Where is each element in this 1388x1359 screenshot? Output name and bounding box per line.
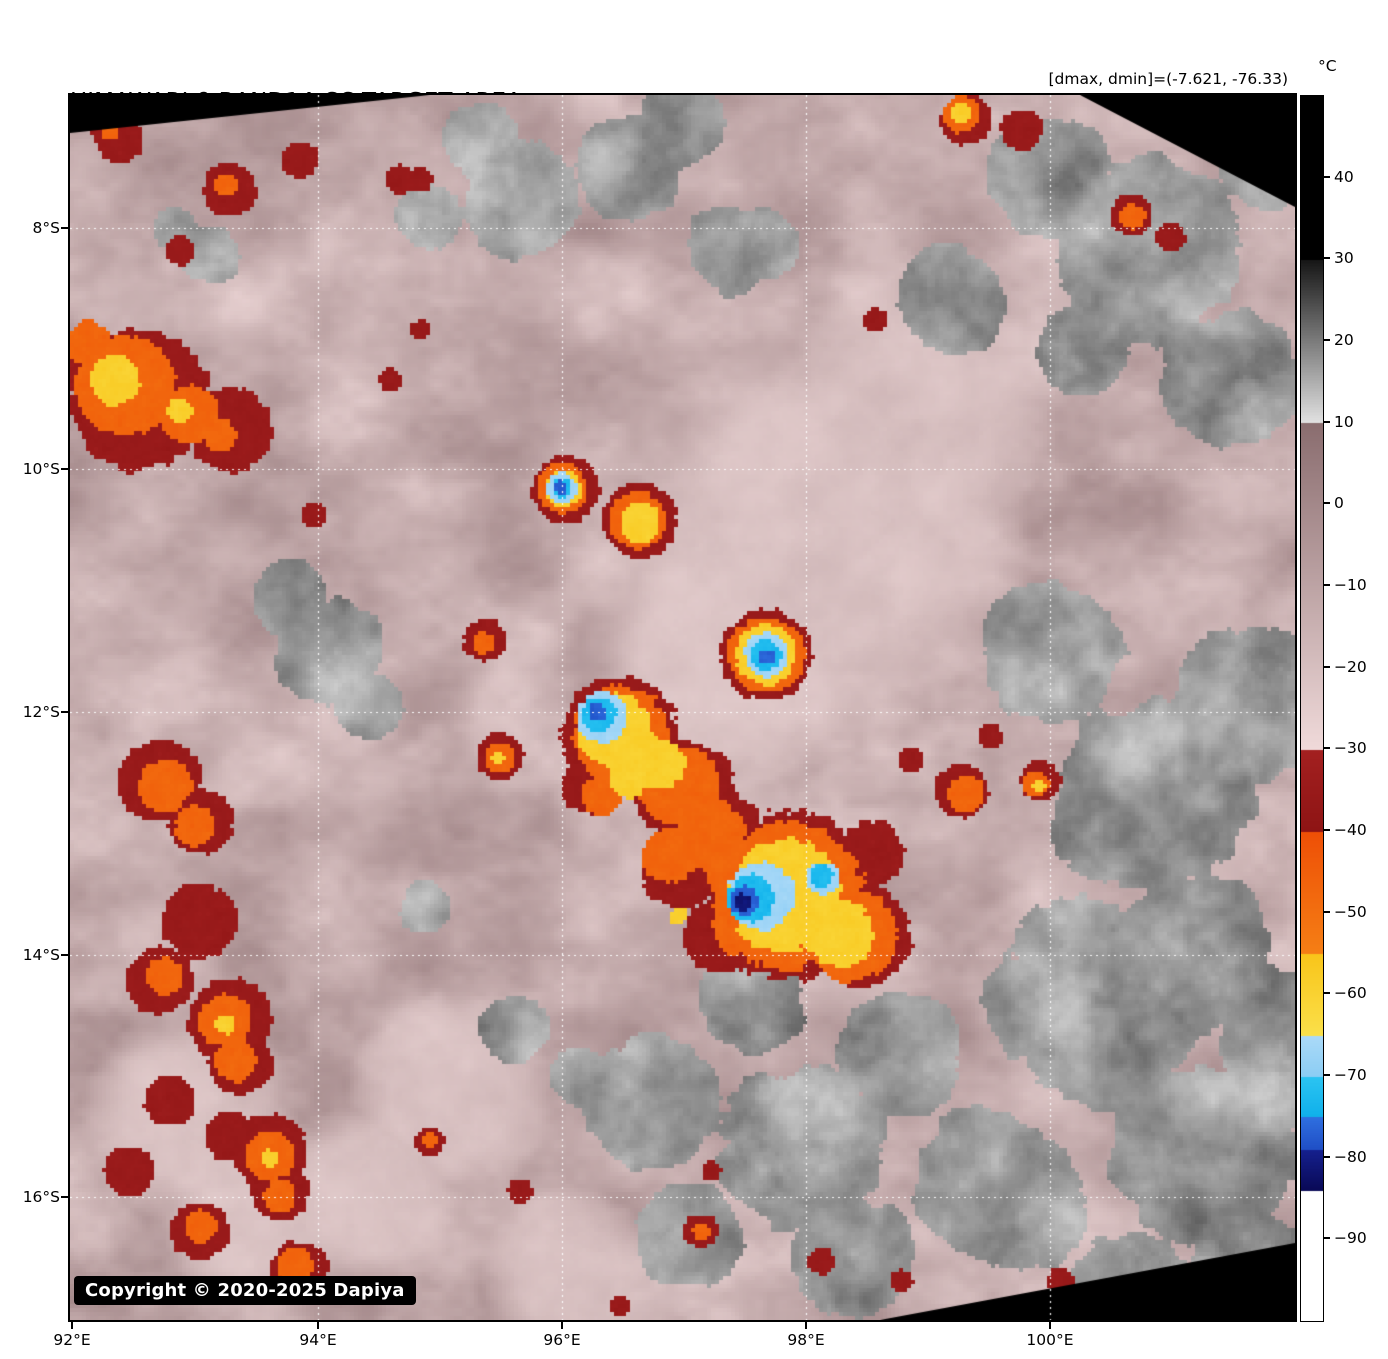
colorbar-tick-mark (1324, 829, 1330, 831)
colorbar-tick-label: −70 (1334, 1066, 1367, 1084)
y-tick-mark (61, 1196, 69, 1198)
y-tick-mark (61, 227, 69, 229)
x-tick-mark (1049, 1322, 1051, 1329)
colorbar-tick-mark (1324, 339, 1330, 341)
x-tick-label: 96°E (543, 1331, 581, 1349)
colorbar-tick-label: 0 (1334, 494, 1344, 513)
colorbar-tick-mark (1324, 1155, 1330, 1158)
y-tick-mark (61, 468, 69, 470)
y-tick-label: 8°S (32, 219, 60, 237)
colorbar-tick-label: −20 (1334, 657, 1367, 676)
x-tick-label: 98°E (787, 1331, 825, 1349)
colorbar-tick-label: 20 (1334, 331, 1354, 349)
y-tick-label: 12°S (22, 703, 60, 721)
colorbar-tick-label: −90 (1334, 1229, 1367, 1248)
x-tick-label: 92°E (53, 1331, 91, 1349)
y-tick-mark (61, 954, 69, 956)
colorbar-tick-label: 40 (1334, 167, 1354, 186)
colorbar (1300, 95, 1324, 1322)
colorbar-tick-mark (1324, 992, 1330, 995)
x-tick-label: 100°E (1026, 1331, 1074, 1349)
colorbar-tick-label: −10 (1334, 576, 1367, 594)
colorbar-tick-label: 30 (1334, 249, 1354, 268)
colorbar-tick-label: −30 (1334, 739, 1367, 758)
x-tick-mark (317, 1322, 319, 1329)
colorbar-tick-label: −60 (1334, 984, 1367, 1003)
copyright-badge: Copyright © 2020-2025 Dapiya (74, 1276, 416, 1305)
colorbar-tick-label: −40 (1334, 821, 1367, 839)
x-tick-mark (71, 1322, 73, 1329)
y-tick-mark (61, 711, 69, 713)
x-tick-mark (561, 1322, 563, 1329)
x-tick-label: 94°E (299, 1331, 337, 1349)
colorbar-tick-label: −50 (1334, 902, 1367, 921)
colorbar-tick-mark (1324, 420, 1330, 423)
y-tick-label: 14°S (22, 946, 60, 964)
colorbar-tick-mark (1324, 502, 1330, 505)
x-tick-mark (805, 1322, 807, 1329)
dmax-dmin-readout: [dmax, dmin]=(-7.621, -76.33) (1048, 70, 1289, 88)
colorbar-tick-mark (1324, 257, 1330, 260)
colorbar-tick-mark (1324, 665, 1330, 668)
colorbar-tick-mark (1324, 1074, 1330, 1076)
colorbar-unit-label: °C (1318, 57, 1337, 75)
y-tick-label: 10°S (22, 460, 60, 478)
y-tick-label: 16°S (22, 1188, 60, 1206)
colorbar-tick-label: 10 (1334, 412, 1354, 431)
satellite-imagery-canvas (70, 95, 1295, 1320)
colorbar-tick-mark (1324, 175, 1330, 178)
colorbar-tick-mark (1324, 747, 1330, 750)
colorbar-tick-mark (1324, 910, 1330, 913)
colorbar-tick-label: −80 (1334, 1147, 1367, 1166)
colorbar-tick-mark (1324, 1237, 1330, 1240)
colorbar-tick-mark (1324, 584, 1330, 586)
